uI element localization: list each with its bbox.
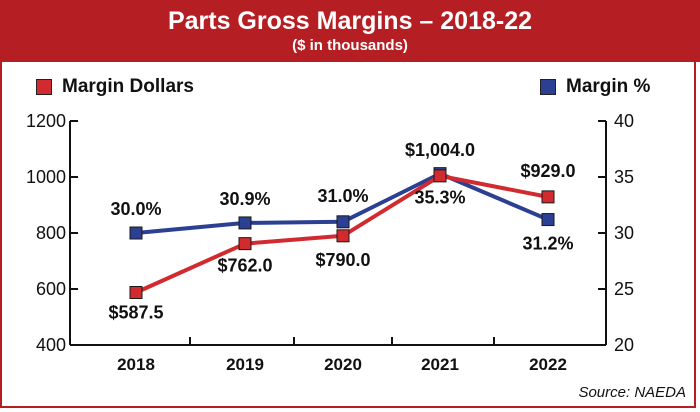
- data-label-margin-percent: 35.3%: [414, 188, 465, 208]
- data-label-margin-percent: 31.0%: [317, 186, 368, 206]
- chart-header: Parts Gross Margins – 2018-22 ($ in thou…: [0, 0, 700, 62]
- data-label-margin-percent: 30.9%: [219, 189, 270, 209]
- x-tick-label: 2022: [529, 355, 567, 374]
- legend-swatch-percent: [540, 79, 556, 95]
- source-note: Source: NAEDA: [578, 384, 686, 401]
- legend-label-percent: Margin %: [566, 76, 651, 97]
- marker-margin-dollars: [433, 169, 447, 183]
- legend-label-dollars: Margin Dollars: [62, 76, 194, 97]
- right-tick-label: 35: [614, 167, 634, 187]
- left-tick-label: 1200: [26, 111, 66, 131]
- marker-margin-dollars: [541, 190, 555, 204]
- x-tick-label: 2021: [421, 355, 459, 374]
- left-tick-label: 400: [36, 335, 66, 355]
- marker-margin-percent: [238, 216, 252, 230]
- data-label-margin-percent: 30.0%: [110, 199, 161, 219]
- data-label-margin-dollars: $587.5: [108, 303, 163, 323]
- x-tick-label: 2018: [117, 355, 155, 374]
- marker-margin-percent: [129, 226, 143, 240]
- right-tick-label: 20: [614, 335, 634, 355]
- marker-margin-percent: [541, 213, 555, 227]
- right-tick-label: 40: [614, 111, 634, 131]
- chart-title: Parts Gross Margins – 2018-22: [167, 7, 533, 35]
- marker-margin-dollars: [238, 237, 252, 251]
- marker-margin-percent: [336, 215, 350, 229]
- x-tick-label: 2019: [226, 355, 264, 374]
- legend-swatch-dollars: [36, 79, 52, 95]
- marker-margin-dollars: [336, 229, 350, 243]
- right-tick-label: 30: [614, 223, 634, 243]
- left-tick-label: 600: [36, 279, 66, 299]
- data-label-margin-percent: 31.2%: [522, 234, 573, 254]
- right-tick-label: 25: [614, 279, 634, 299]
- legend-margin-dollars: Margin Dollars: [36, 76, 194, 98]
- left-tick-label: 1000: [26, 167, 66, 187]
- data-label-margin-dollars: $762.0: [217, 256, 272, 276]
- marker-margin-dollars: [129, 286, 143, 299]
- left-tick-label: 800: [36, 223, 66, 243]
- data-label-margin-dollars: $929.0: [520, 161, 575, 181]
- legend-margin-percent: Margin %: [540, 76, 650, 98]
- data-label-margin-dollars: $790.0: [315, 250, 370, 270]
- chart-subtitle: ($ in thousands): [292, 37, 408, 54]
- data-label-margin-dollars: $1,004.0: [405, 140, 475, 160]
- x-tick-label: 2020: [324, 355, 362, 374]
